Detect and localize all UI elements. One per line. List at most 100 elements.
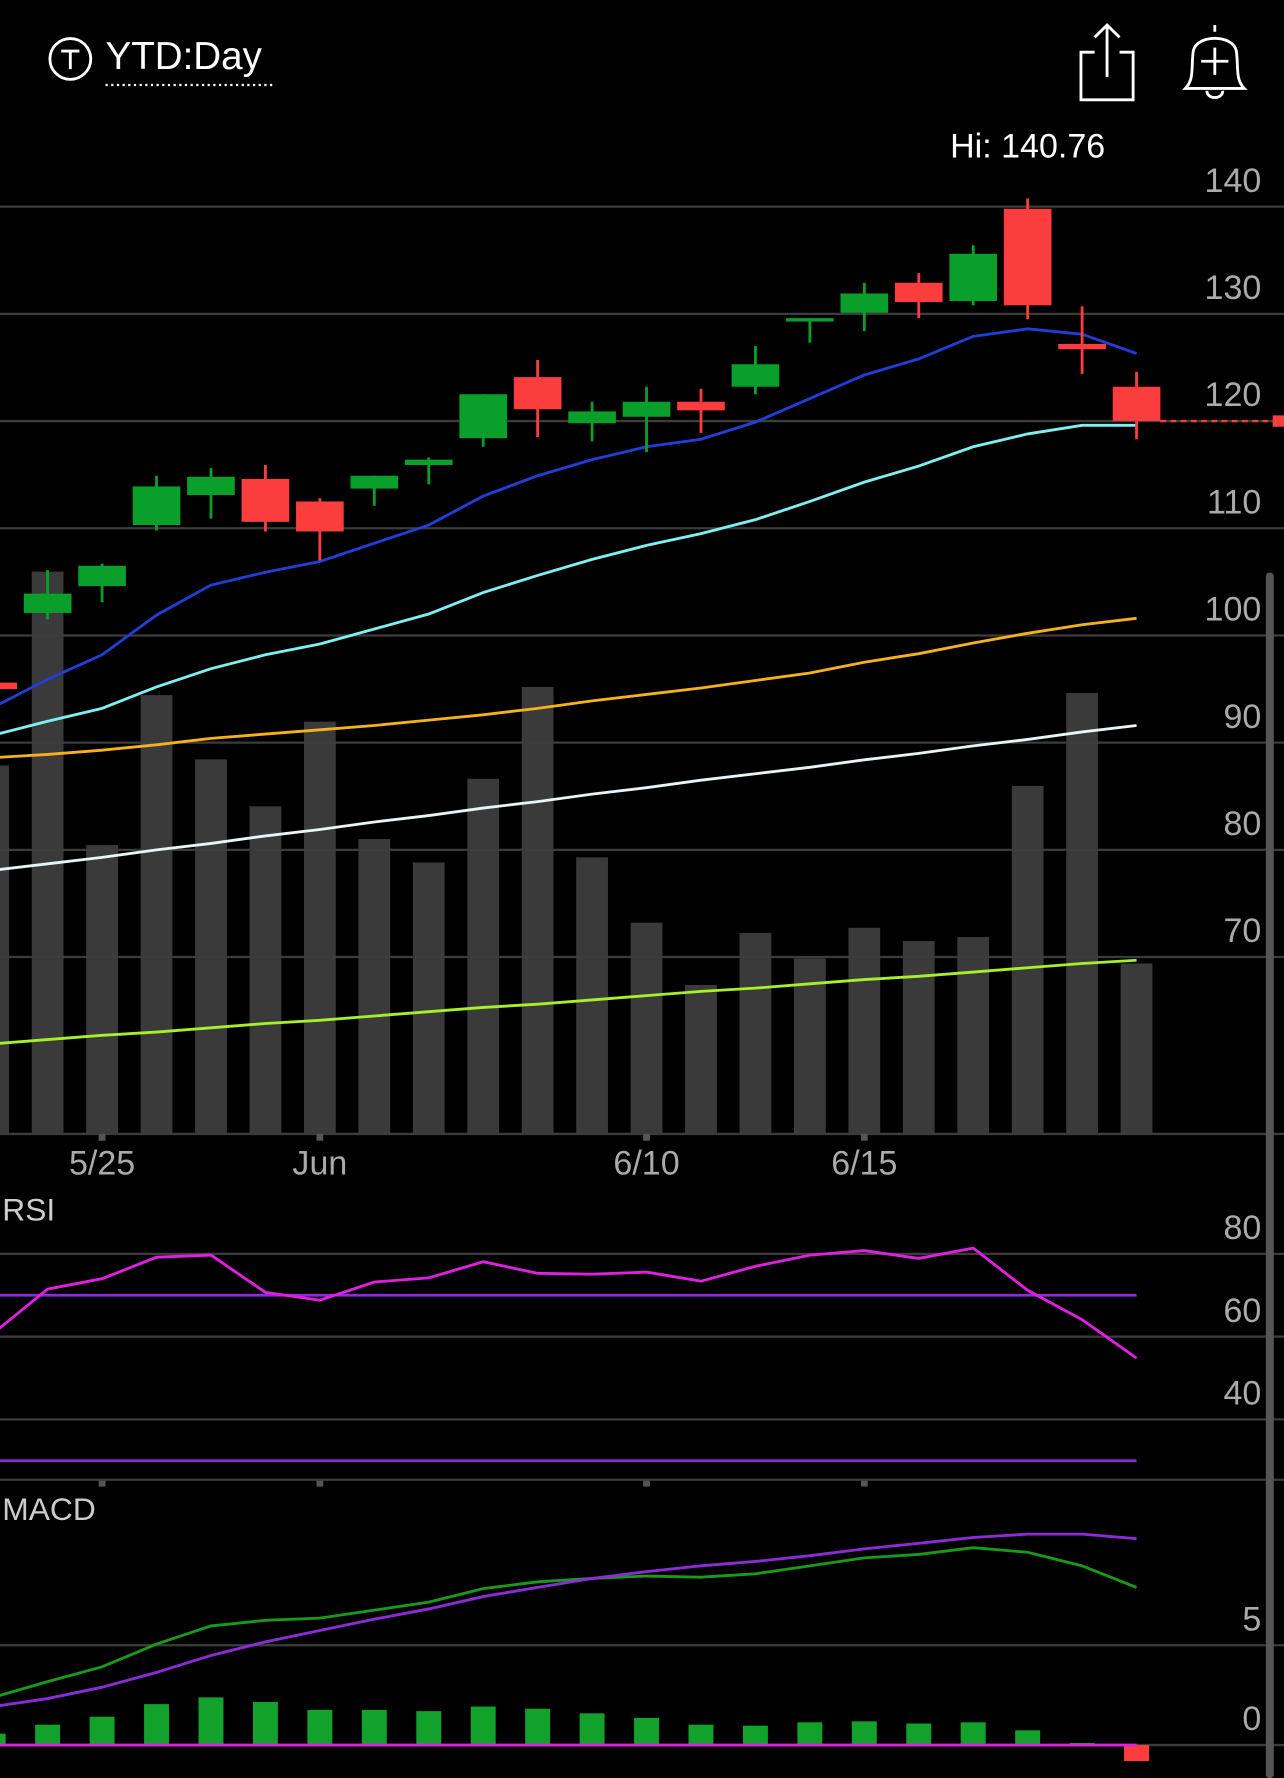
candle-body — [1003, 208, 1052, 306]
icon-glyph — [61, 49, 80, 70]
candle-body — [1058, 343, 1106, 350]
histogram-bar — [525, 1708, 551, 1746]
y-tick-label: 40 — [1223, 1375, 1261, 1413]
volume-bar — [412, 862, 445, 1134]
chart-title[interactable]: YTD:Day — [105, 35, 262, 78]
histogram-bar — [579, 1713, 605, 1746]
volume-bar — [576, 857, 608, 1134]
y-tick-label: 60 — [1223, 1292, 1261, 1330]
volume-bar — [793, 958, 826, 1134]
candle-body — [132, 486, 181, 526]
share-box — [1079, 50, 1135, 102]
volume-bar — [1120, 963, 1153, 1134]
candle-body — [187, 476, 235, 496]
histogram-bar — [1015, 1730, 1041, 1746]
share-button[interactable] — [1079, 22, 1135, 102]
histogram-bar — [89, 1716, 115, 1746]
candle-body — [840, 293, 889, 313]
y-tick-label: 110 — [1207, 483, 1261, 521]
volume-bar — [249, 806, 282, 1134]
moving-average — [0, 616, 1137, 759]
y-tick-label: 100 — [1205, 591, 1262, 629]
volume-bar — [630, 922, 663, 1134]
volume-bar — [195, 759, 227, 1134]
y-tick-label: 130 — [1205, 269, 1262, 307]
moving-average — [0, 327, 1138, 706]
volume-bar — [739, 932, 772, 1134]
histogram-bar — [797, 1722, 823, 1746]
x-tick-label: 6/15 — [831, 1145, 897, 1183]
histogram-bar — [634, 1717, 660, 1746]
histogram-bar — [252, 1701, 278, 1746]
histogram-bar — [198, 1697, 224, 1746]
histogram-bar — [144, 1704, 170, 1746]
histogram-bar — [1124, 1745, 1150, 1762]
volume-bar — [685, 984, 717, 1134]
icon-circle — [48, 37, 93, 81]
histogram-bar — [688, 1724, 714, 1746]
histogram-bar — [470, 1706, 496, 1746]
y-tick-label: 90 — [1223, 698, 1261, 736]
y-tick-label: 70 — [1223, 912, 1261, 950]
panel-title: RSI — [2, 1192, 55, 1228]
candle-body — [78, 565, 126, 587]
volume-bar — [358, 838, 391, 1134]
y-tick-label: 80 — [1223, 805, 1261, 843]
alert-button[interactable] — [1181, 24, 1248, 99]
bell-clapper — [1205, 90, 1225, 99]
x-tick-label: 6/10 — [613, 1145, 679, 1183]
moving-average — [0, 958, 1137, 1045]
scrollbar[interactable] — [1265, 572, 1274, 1778]
candle-body — [568, 411, 616, 424]
candle-body — [786, 318, 834, 322]
histogram-bar — [960, 1722, 986, 1746]
histogram-bar — [742, 1725, 768, 1746]
ticker-icon[interactable] — [48, 37, 93, 81]
candle-body — [677, 401, 725, 411]
y-tick-label: 80 — [1223, 1209, 1261, 1247]
histogram-bar — [35, 1724, 61, 1746]
candle-body — [404, 459, 453, 466]
moving-average — [0, 423, 1137, 735]
candle-body — [513, 377, 562, 410]
volume-bar — [140, 695, 173, 1134]
volume-bar — [0, 765, 10, 1134]
volume-bar — [31, 571, 64, 1134]
histogram-bar — [906, 1723, 932, 1746]
candle-body — [622, 401, 671, 417]
volume-bar — [1066, 693, 1098, 1134]
last-price-marker — [1272, 415, 1284, 427]
high-annotation: Hi: 140.76 — [950, 128, 1105, 166]
candle-body — [23, 593, 72, 613]
histogram-bar — [361, 1709, 387, 1746]
candle-body — [241, 478, 290, 522]
volume-bar — [86, 845, 118, 1134]
volume-bar — [1011, 785, 1044, 1134]
candle-body — [459, 394, 508, 439]
x-tick-label: Jun — [292, 1145, 347, 1183]
volume-bar — [521, 686, 554, 1134]
volume-bar — [303, 721, 336, 1134]
bell — [1181, 37, 1248, 90]
histogram-bar — [416, 1711, 442, 1746]
candle-body — [1112, 386, 1161, 422]
candle-body — [0, 682, 18, 690]
y-tick-label: 120 — [1205, 376, 1262, 414]
volume-bar — [848, 927, 881, 1134]
y-tick-label: 0 — [1242, 1700, 1261, 1738]
volume-bar — [957, 936, 990, 1134]
y-tick-label: 5 — [1242, 1600, 1261, 1638]
x-tick-label: 5/25 — [69, 1145, 135, 1183]
macd-line — [0, 1532, 1137, 1707]
moving-average — [0, 724, 1137, 871]
histogram-bar — [0, 1733, 6, 1746]
histogram-bar — [851, 1721, 877, 1746]
rsi-line — [0, 1246, 1138, 1360]
histogram-bar — [307, 1709, 333, 1746]
macd-line — [0, 1546, 1138, 1697]
share-arrow — [1093, 22, 1121, 78]
candle-body — [949, 253, 998, 301]
y-tick-label: 140 — [1205, 162, 1262, 200]
